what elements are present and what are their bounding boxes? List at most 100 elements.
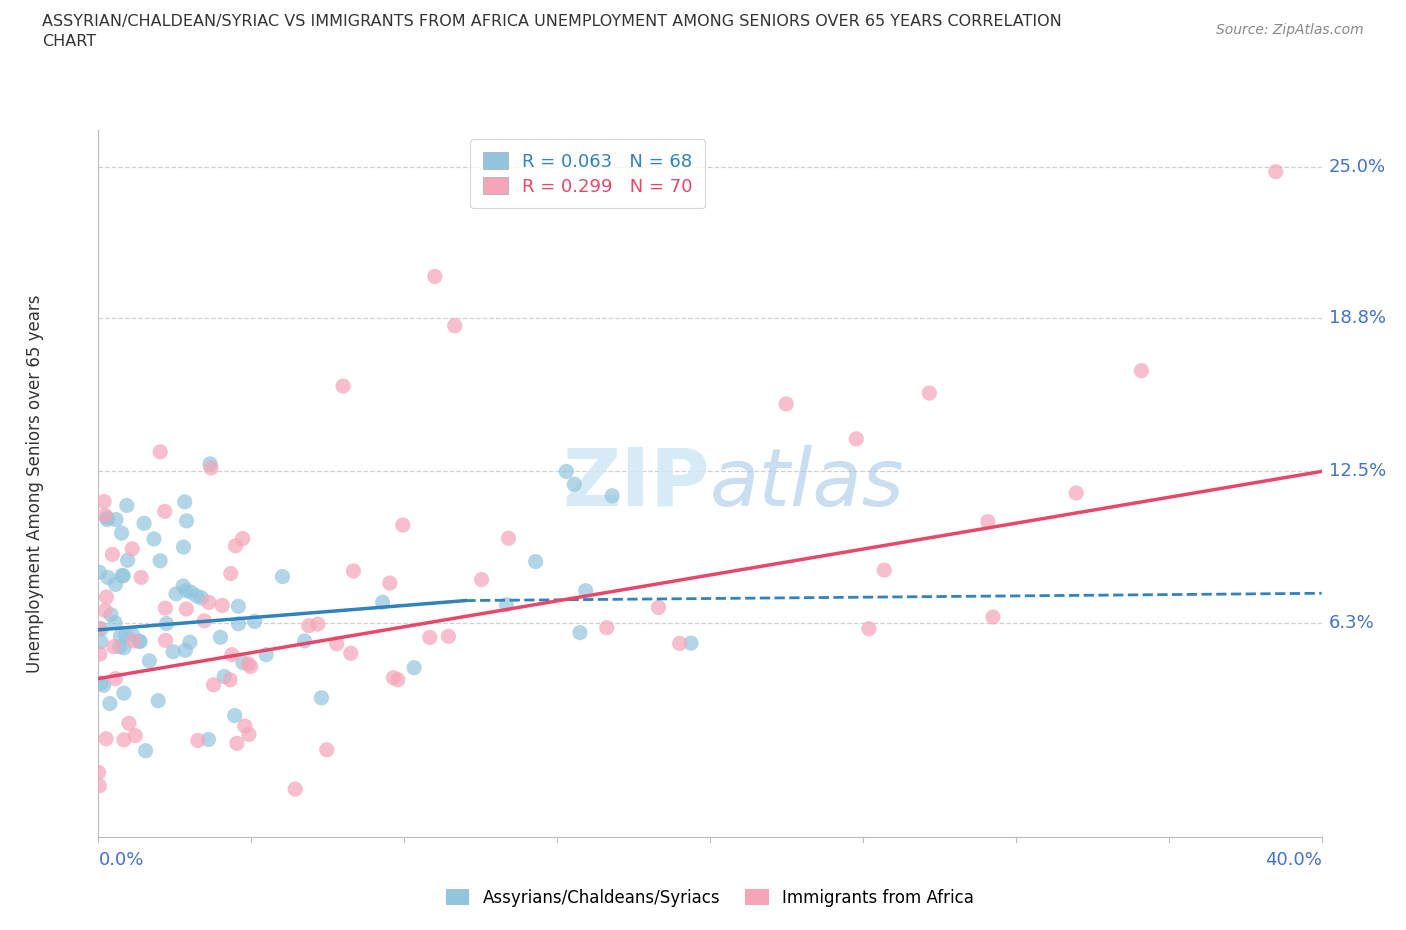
Point (679, 636, 702, 651)
Text: ASSYRIAN/CHALDEAN/SYRIAC VS IMMIGRANTS FROM AFRICA UNEMPLOYMENT AMONG SENIORS OV: ASSYRIAN/CHALDEAN/SYRIAC VS IMMIGRANTS F… (42, 14, 1062, 29)
Point (90, 676, 112, 691)
Point (186, 589, 208, 604)
Point (174, 602, 197, 617)
Point (378, 576, 401, 591)
Text: Unemployment Among Seniors over 65 years: Unemployment Among Seniors over 65 years (27, 295, 44, 672)
Text: atlas: atlas (710, 445, 905, 523)
Point (179, 635, 201, 650)
Point (600, 488, 623, 503)
Point (93, 678, 115, 693)
Point (98, 696, 121, 711)
Point (110, 525, 132, 540)
Point (568, 625, 591, 640)
Point (332, 379, 354, 393)
Point (143, 531, 166, 546)
Text: 0.0%: 0.0% (98, 851, 143, 869)
Point (149, 445, 172, 459)
Point (112, 568, 135, 583)
Point (128, 634, 150, 649)
Text: 12.5%: 12.5% (1329, 462, 1386, 481)
Point (104, 616, 127, 631)
Point (211, 598, 233, 613)
Point (294, 633, 316, 648)
Point (135, 743, 157, 758)
Point (111, 568, 134, 583)
Point (404, 660, 426, 675)
Point (239, 659, 262, 674)
Point (173, 539, 195, 554)
Point (121, 541, 143, 556)
Point (94, 731, 117, 746)
Point (124, 728, 146, 743)
Point (104, 577, 127, 591)
Point (129, 570, 152, 585)
Point (155, 617, 177, 631)
Point (271, 569, 294, 584)
Point (391, 518, 413, 533)
Point (108, 640, 131, 655)
Point (97, 570, 120, 585)
Point (498, 531, 520, 546)
Point (325, 636, 347, 651)
Point (96, 512, 118, 527)
Point (238, 727, 260, 742)
Point (1064, 485, 1087, 500)
Point (193, 614, 215, 629)
Point (149, 553, 172, 568)
Point (121, 627, 143, 642)
Point (668, 636, 690, 651)
Legend: Assyrians/Chaldeans/Syriacs, Immigrants from Africa: Assyrians/Chaldeans/Syriacs, Immigrants … (440, 883, 980, 913)
Point (495, 597, 517, 612)
Text: 6.3%: 6.3% (1329, 614, 1375, 631)
Point (132, 516, 155, 531)
Point (981, 609, 1004, 624)
Point (115, 498, 138, 512)
Point (228, 617, 250, 631)
Point (232, 656, 254, 671)
Point (437, 629, 460, 644)
Point (423, 269, 446, 284)
Point (112, 733, 135, 748)
Point (172, 578, 194, 593)
Point (284, 781, 307, 796)
Point (187, 733, 209, 748)
Point (122, 633, 145, 648)
Point (775, 396, 797, 411)
Point (103, 639, 125, 654)
Text: 40.0%: 40.0% (1265, 851, 1322, 869)
Point (221, 647, 243, 662)
Point (146, 693, 169, 708)
Point (162, 644, 184, 659)
Point (180, 585, 202, 600)
Point (89, 565, 111, 579)
Point (387, 672, 409, 687)
Point (90, 621, 112, 636)
Point (198, 457, 221, 472)
Point (165, 587, 187, 602)
Point (225, 538, 247, 553)
Point (155, 601, 177, 616)
Point (228, 599, 250, 614)
Point (117, 553, 139, 568)
Point (307, 617, 329, 631)
Point (238, 657, 260, 671)
Point (232, 531, 254, 546)
Point (197, 732, 219, 747)
Point (555, 464, 578, 479)
Point (202, 677, 225, 692)
Point (89, 646, 111, 661)
Point (190, 591, 212, 605)
Point (311, 690, 333, 705)
Point (129, 634, 152, 649)
Point (596, 620, 619, 635)
Point (94, 508, 117, 523)
Point (647, 600, 669, 615)
Point (112, 640, 135, 655)
Point (110, 629, 132, 644)
Point (93, 494, 115, 509)
Point (342, 564, 364, 578)
Point (254, 647, 277, 662)
Point (1264, 165, 1286, 179)
Point (209, 630, 232, 644)
Point (224, 708, 246, 723)
